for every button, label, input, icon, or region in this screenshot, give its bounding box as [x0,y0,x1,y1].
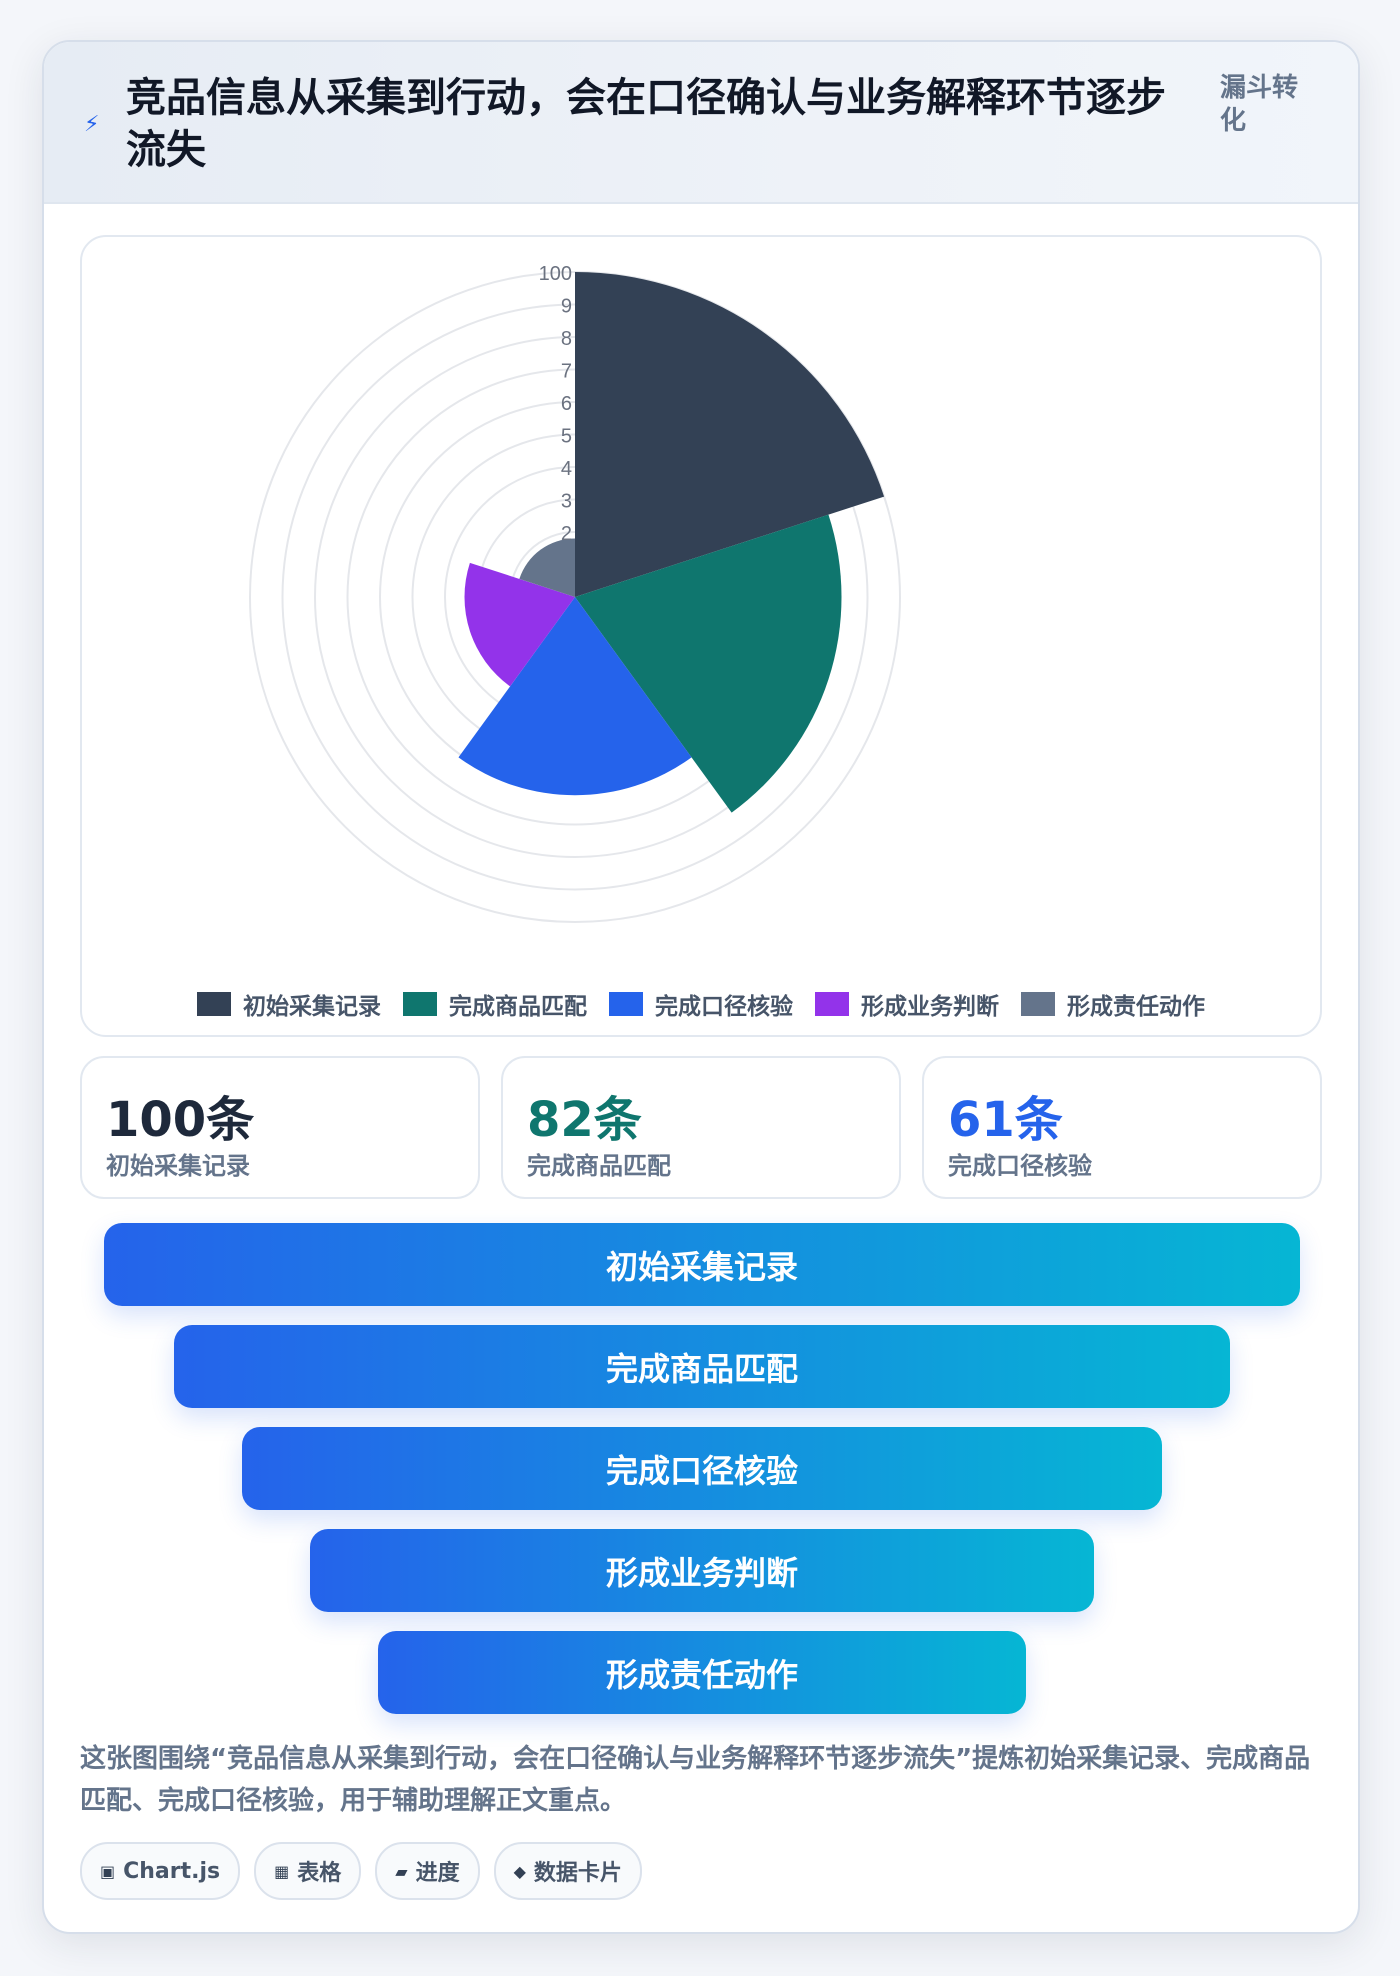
chart-icon: ▣ [100,1861,116,1881]
legend-label: 初始采集记录 [243,994,381,1020]
legend-label: 完成口径核验 [655,994,793,1020]
radial-tick-label: 4 [561,458,572,480]
legend-swatch [403,992,437,1016]
stat-value: 82条 [527,1092,642,1148]
chip-progress[interactable]: ▰ 进度 [375,1842,480,1900]
chip-label: 进度 [415,1861,460,1886]
stat-cards: 100条 初始采集记录 82条 完成商品匹配 61条 完成口径核验 [80,1056,1322,1199]
legend-label: 形成业务判断 [861,994,999,1020]
category-tag: 漏斗转化 [1220,73,1299,136]
tag-chips: ▣ Chart.js ▦ 表格 ▰ 进度 ◆ 数据卡片 [80,1842,642,1900]
radial-tick-label: 5 [561,426,572,448]
stat-value: 61条 [948,1092,1063,1148]
stat-card: 82条 完成商品匹配 [501,1056,901,1199]
funnel-stage: 形成业务判断 [310,1529,1094,1612]
radial-tick-label: 8 [561,328,572,350]
polar-sector [575,514,842,813]
page-title: 竞品信息从采集到行动，会在口径确认与业务解释环节逐步流失 [126,75,1166,173]
legend-item[interactable]: 初始采集记录 [197,989,381,1020]
funnel-stage: 初始采集记录 [104,1223,1300,1306]
chip-data-card[interactable]: ◆ 数据卡片 [493,1842,642,1900]
legend-swatch [197,992,231,1016]
chip-label: 数据卡片 [533,1861,622,1886]
radial-tick-label: 100 [539,263,572,285]
legend-label: 完成商品匹配 [449,994,587,1020]
legend-item[interactable]: 形成责任动作 [1021,989,1205,1020]
data-card-icon: ◆ [513,1861,526,1881]
chart-panel: 100 9 8 7 6 5 4 3 2 初始采集记录 完成商品匹配 完成口径核验 形成业务判断 形成责任… [80,235,1322,1037]
infographic-card: ⚡ 竞品信息从采集到行动，会在口径确认与业务解释环节逐步流失 漏斗转化 100 9… [42,40,1360,1934]
chip-table[interactable]: ▦ 表格 [254,1842,362,1900]
chart-legend: 初始采集记录 完成商品匹配 完成口径核验 形成业务判断 形成责任动作 [82,989,1320,1020]
polar-sector [575,272,885,597]
legend-item[interactable]: 形成业务判断 [815,989,999,1020]
radial-tick-label: 3 [561,491,572,513]
polar-area-chart: 100 9 8 7 6 5 4 3 2 [249,263,901,923]
legend-item[interactable]: 完成商品匹配 [403,989,587,1020]
stat-card: 100条 初始采集记录 [80,1056,480,1199]
polar-sector [519,538,575,597]
stat-value: 100条 [106,1092,255,1148]
legend-label: 形成责任动作 [1067,994,1205,1020]
polar-sector [464,562,575,687]
chip-label: 表格 [297,1861,342,1886]
card-header: ⚡ 竞品信息从采集到行动，会在口径确认与业务解释环节逐步流失 漏斗转化 [44,42,1358,204]
radial-tick-label: 6 [561,393,572,415]
radial-tick-label: 7 [561,361,572,383]
polar-sector [458,597,692,796]
legend-swatch [1021,992,1055,1016]
chip-chartjs[interactable]: ▣ Chart.js [80,1842,241,1900]
stat-label: 完成口径核验 [948,1152,1092,1180]
funnel-stage: 完成商品匹配 [174,1325,1230,1408]
stat-label: 完成商品匹配 [527,1152,671,1180]
stat-label: 初始采集记录 [106,1152,250,1180]
radial-tick-label: 9 [561,296,572,318]
legend-swatch [609,992,643,1016]
funnel-stage: 完成口径核验 [242,1427,1162,1510]
chart-description: 这张图围绕“竞品信息从采集到行动，会在口径确认与业务解释环节逐步流失”提炼初始采… [80,1744,1311,1816]
legend-item[interactable]: 完成口径核验 [609,989,793,1020]
funnel-stage: 形成责任动作 [378,1631,1026,1714]
table-icon: ▦ [274,1861,290,1881]
progress-icon: ▰ [395,1861,408,1881]
legend-swatch [815,992,849,1016]
stat-card: 61条 完成口径核验 [922,1056,1322,1199]
chip-label: Chart.js [123,1858,221,1884]
lightning-icon: ⚡ [84,112,100,137]
radial-tick-label: 2 [561,523,572,545]
